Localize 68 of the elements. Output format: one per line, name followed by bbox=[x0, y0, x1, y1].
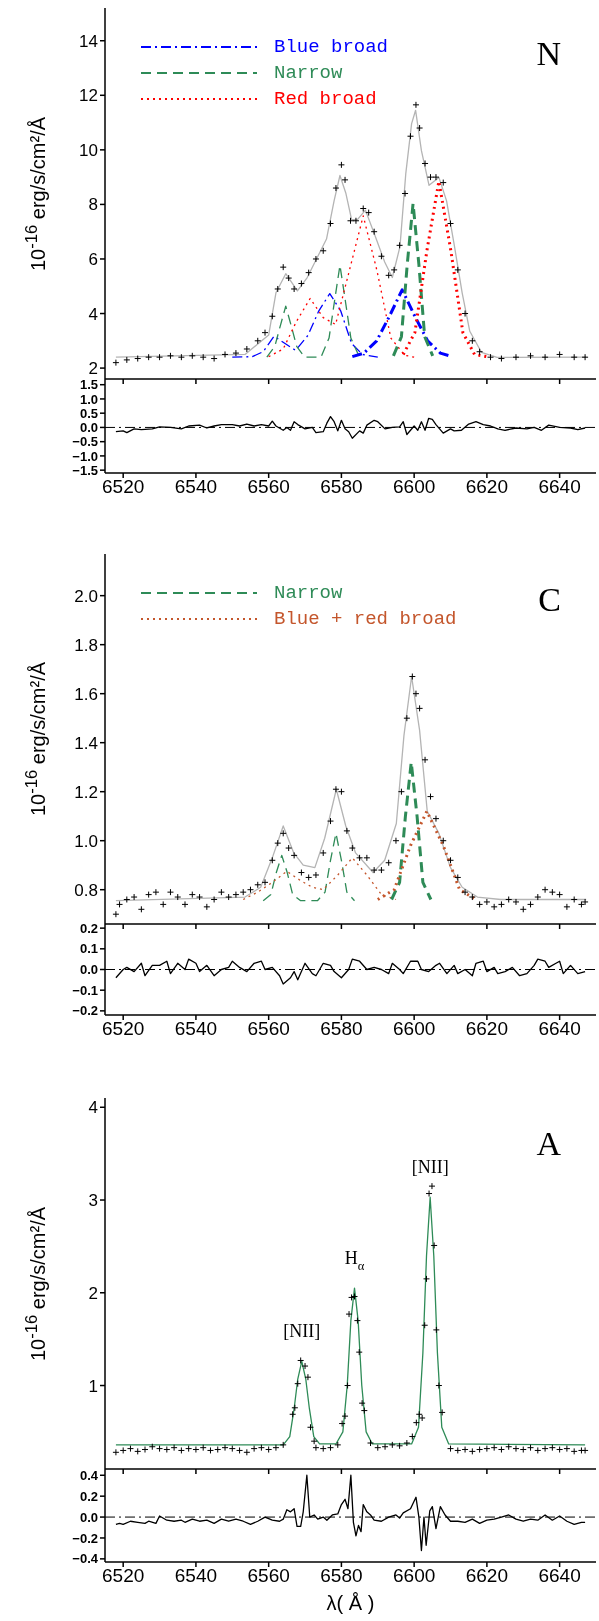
y-tick-label: 1.6 bbox=[74, 684, 98, 704]
y-tick-label: 3 bbox=[88, 1191, 98, 1211]
y-tick-label: 0.0 bbox=[79, 420, 98, 436]
y-tick-label: 10 bbox=[79, 140, 98, 160]
y-tick-label: 1.0 bbox=[74, 831, 98, 851]
y-tick-label: 0.1 bbox=[79, 941, 98, 957]
x-tick-label: 6520 bbox=[102, 1018, 145, 1040]
x-tick-label: 6640 bbox=[538, 1565, 581, 1587]
y-tick-label: 0.4 bbox=[79, 1467, 99, 1483]
x-tick-label: 6580 bbox=[320, 476, 363, 498]
y-tick-label: −1.0 bbox=[72, 448, 98, 464]
y-tick-label: −0.5 bbox=[72, 434, 98, 450]
y-tick-label: 2 bbox=[88, 359, 98, 379]
y-tick-label: −1.5 bbox=[72, 462, 98, 478]
y-tick-label: 0.0 bbox=[79, 962, 98, 978]
y-tick-label: 0.8 bbox=[74, 880, 98, 900]
text: Blue broad bbox=[274, 36, 389, 58]
x-tick-label: 6560 bbox=[247, 1565, 290, 1587]
text: Narrow bbox=[274, 582, 343, 604]
y-tick-label: 1.8 bbox=[74, 635, 98, 655]
annotation: A bbox=[536, 1125, 561, 1162]
x-axis-title: λ( Å ) bbox=[325, 1592, 376, 1615]
y-tick-label: 0.2 bbox=[79, 920, 98, 936]
y-tick-label: −0.2 bbox=[72, 1530, 98, 1546]
text: Blue + red broad bbox=[274, 608, 457, 630]
y-tick-label: −0.1 bbox=[72, 982, 98, 998]
x-tick-label: 6600 bbox=[393, 1565, 436, 1587]
y-tick-label: 4 bbox=[88, 1098, 98, 1118]
y-tick-label: 2 bbox=[88, 1283, 98, 1303]
y-tick-label: 1.4 bbox=[74, 733, 98, 753]
x-tick-label: 6600 bbox=[393, 1018, 436, 1040]
annotation: C bbox=[538, 581, 561, 618]
annotation: [NII] bbox=[411, 1157, 449, 1178]
y-tick-label: 6 bbox=[88, 250, 98, 270]
y-tick-label: 1.5 bbox=[79, 377, 98, 393]
x-tick-label: 6580 bbox=[320, 1565, 363, 1587]
x-tick-label: 6620 bbox=[465, 1018, 509, 1040]
x-tick-label: 6560 bbox=[247, 1018, 290, 1040]
y-tick-label: 2.0 bbox=[74, 586, 98, 606]
y-tick-label: 1.2 bbox=[74, 782, 98, 802]
y-tick-label: 1 bbox=[88, 1376, 98, 1396]
y-tick-label: 0.2 bbox=[79, 1488, 98, 1504]
y-tick-label: 8 bbox=[88, 195, 98, 215]
x-tick-label: 6580 bbox=[320, 1018, 363, 1040]
annotation: H$_{α}$ bbox=[344, 1248, 365, 1274]
text: Red broad bbox=[274, 88, 377, 110]
x-tick-label: 6600 bbox=[393, 476, 436, 498]
y-tick-label: 12 bbox=[79, 86, 98, 106]
x-tick-label: 6560 bbox=[247, 476, 290, 498]
annotation: [NII] bbox=[283, 1321, 321, 1342]
x-tick-label: 6520 bbox=[102, 1565, 145, 1587]
x-tick-label: 6620 bbox=[465, 1565, 509, 1587]
x-tick-label: 6540 bbox=[174, 1565, 218, 1587]
x-tick-label: 6520 bbox=[102, 476, 145, 498]
y-tick-label: −0.4 bbox=[72, 1551, 99, 1567]
y-tick-label: 4 bbox=[88, 304, 98, 324]
y-tick-label: 0.5 bbox=[79, 405, 98, 421]
x-tick-label: 6640 bbox=[538, 476, 581, 498]
y-tick-label: 1.0 bbox=[79, 391, 98, 407]
text: Narrow bbox=[274, 62, 343, 84]
x-tick-label: 6620 bbox=[465, 476, 509, 498]
annotation: N bbox=[536, 35, 561, 72]
x-tick-label: 6540 bbox=[174, 1018, 218, 1040]
y-tick-label: 0.0 bbox=[79, 1509, 98, 1525]
y-tick-label: 14 bbox=[79, 31, 98, 51]
x-tick-label: 6640 bbox=[538, 1018, 581, 1040]
y-tick-label: −0.2 bbox=[72, 1003, 98, 1019]
x-tick-label: 6540 bbox=[174, 476, 218, 498]
